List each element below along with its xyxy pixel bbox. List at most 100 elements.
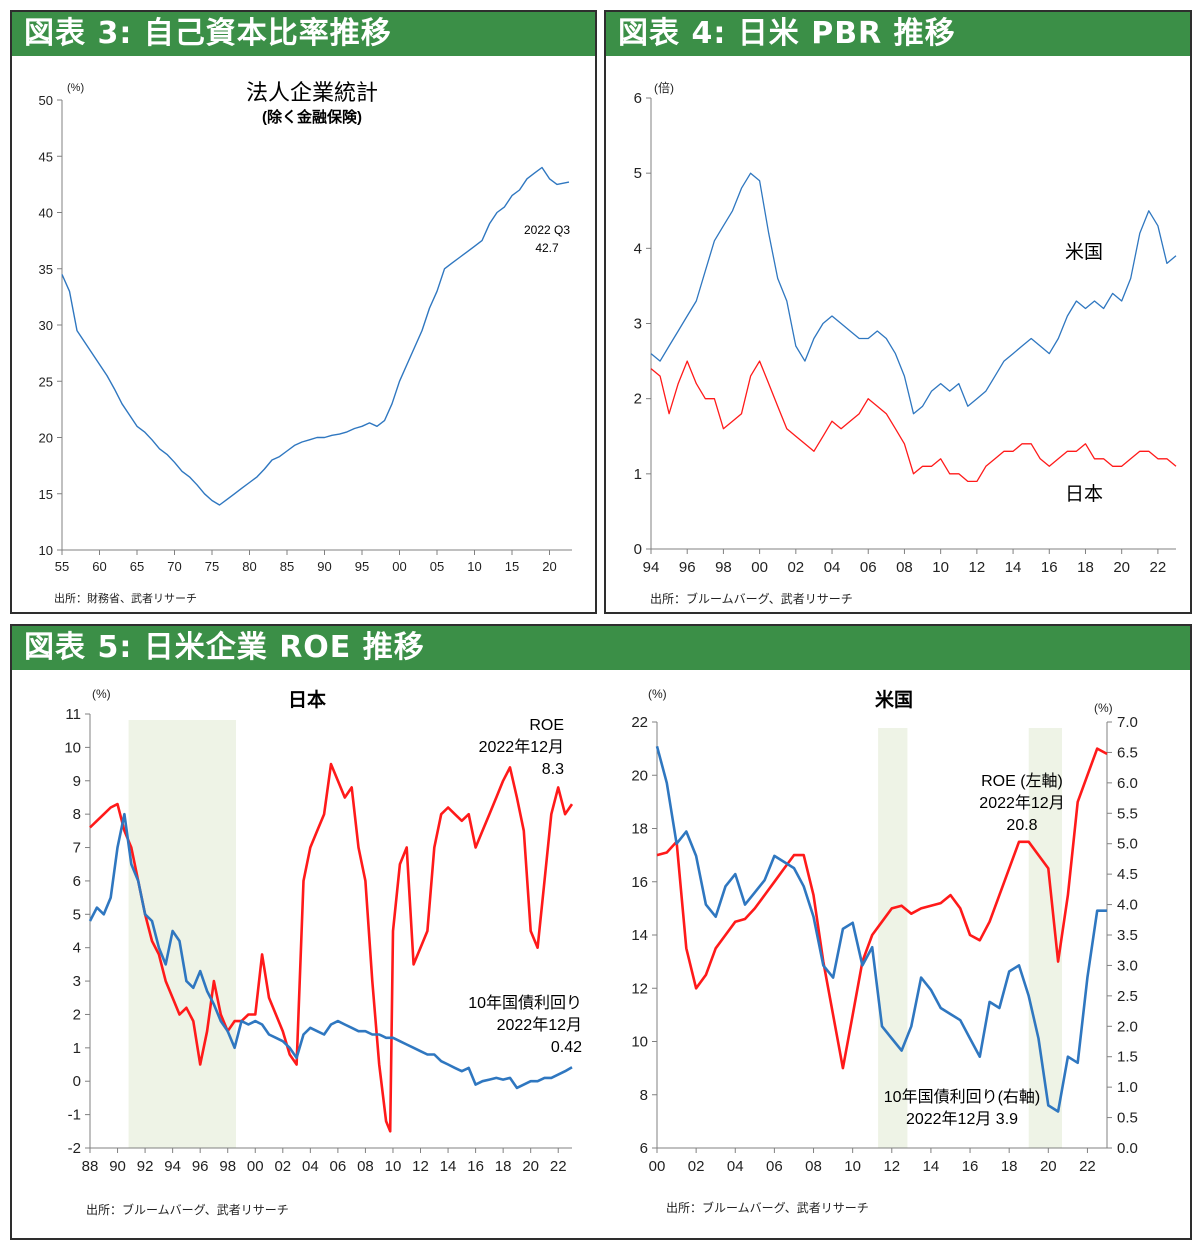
y-tick-label: 30 [39, 318, 53, 333]
series-line [88, 812, 573, 1090]
x-tick-label: 92 [137, 1158, 154, 1175]
y-tick-label: 2 [634, 391, 642, 408]
x-tick-label: 70 [167, 559, 181, 574]
y-tick-label: 40 [39, 206, 53, 221]
x-tick-label: 02 [688, 1158, 705, 1175]
series-line [89, 762, 574, 1133]
yield-annotation: 2022年12月 3.9 [906, 1110, 1018, 1128]
x-tick-label: 16 [962, 1158, 979, 1175]
y-unit-label: (%) [92, 687, 111, 701]
x-tick-label: 00 [751, 559, 768, 576]
x-tick-label: 12 [969, 559, 986, 576]
y-tick-label: 10 [631, 1034, 648, 1051]
x-tick-label: 16 [1041, 559, 1058, 576]
x-tick-label: 65 [130, 559, 144, 574]
chart-title: 法人企業統計 [246, 80, 378, 105]
y-tick-label: 0 [73, 1073, 81, 1090]
series-label-us: 米国 [1065, 241, 1103, 263]
y-right-tick-label: 1.0 [1117, 1079, 1138, 1096]
y-right-tick-label: 2.5 [1117, 988, 1138, 1005]
y-tick-label: -1 [68, 1107, 81, 1124]
y-right-tick-label: 6.0 [1117, 775, 1138, 792]
x-tick-label: 94 [164, 1158, 181, 1175]
x-tick-label: 96 [679, 559, 696, 576]
y-tick-label: 12 [631, 980, 648, 997]
y-tick-label: 22 [631, 714, 648, 731]
x-tick-label: 90 [109, 1158, 126, 1175]
roe-annotation: 2022年12月 [979, 794, 1064, 812]
x-tick-label: 02 [787, 559, 804, 576]
x-tick-label: 14 [1005, 559, 1022, 576]
x-tick-label: 12 [883, 1158, 900, 1175]
x-tick-label: 55 [55, 559, 69, 574]
x-tick-label: 98 [715, 559, 732, 576]
x-tick-label: 18 [1001, 1158, 1018, 1175]
chart-capital-ratio: 10 15 20 25 30 35 40 45 50 55 60 65 70 75 80 85 90 95 00 05… [39, 80, 572, 605]
series-line [61, 166, 570, 506]
y-tick-label: 15 [39, 487, 53, 502]
panel-title: 図表 4: 日米 PBR 推移 [606, 12, 1190, 56]
x-tick-label: 16 [467, 1158, 484, 1175]
y-tick-label: 8 [73, 806, 81, 823]
x-tick-label: 00 [247, 1158, 264, 1175]
x-tick-label: 80 [242, 559, 256, 574]
y-tick-label: 0 [634, 541, 642, 558]
x-tick-label: 02 [274, 1158, 291, 1175]
y-tick-label: 4 [73, 940, 81, 957]
panel-capital-ratio: 図表 3: 自己資本比率推移 10 15 20 25 30 35 40 45 50 55 60 65 7… [10, 10, 597, 614]
y-right-tick-label: 0.0 [1117, 1140, 1138, 1157]
y-right-tick-label: 5.0 [1117, 836, 1138, 853]
y-right-tick-label: 0.5 [1117, 1110, 1138, 1127]
x-tick-label: 05 [430, 559, 444, 574]
roe-annotation: 20.8 [1006, 817, 1037, 834]
x-tick-label: 20 [1113, 559, 1130, 576]
recession-shade [878, 728, 908, 1148]
yield-annotation: 0.42 [551, 1039, 582, 1056]
x-tick-label: 10 [385, 1158, 402, 1175]
y-tick-label: 1 [634, 466, 642, 483]
y-right-tick-label: 4.0 [1117, 897, 1138, 914]
x-tick-label: 85 [280, 559, 294, 574]
x-tick-label: 94 [643, 559, 660, 576]
y-tick-label: 7 [73, 840, 81, 857]
y-right-tick-label: 4.5 [1117, 866, 1138, 883]
y-tick-label: 3 [73, 973, 81, 990]
roe-annotation: 2022年12月 [479, 738, 564, 756]
y-unit-label: (%) [648, 687, 667, 701]
y-unit-label: (%) [67, 82, 84, 94]
x-tick-label: 14 [440, 1158, 457, 1175]
x-tick-label: 14 [923, 1158, 940, 1175]
x-tick-label: 15 [505, 559, 519, 574]
roe-annotation: 8.3 [542, 761, 564, 778]
yield-annotation: 10年国債利回り [468, 994, 582, 1012]
y-tick-label: 6 [73, 873, 81, 890]
x-tick-label: 04 [824, 559, 841, 576]
x-tick-label: 95 [355, 559, 369, 574]
y-tick-label: 35 [39, 262, 53, 277]
y-tick-label: 6 [640, 1140, 648, 1157]
x-tick-label: 04 [727, 1158, 744, 1175]
y-tick-label: 8 [640, 1087, 648, 1104]
y-tick-label: 50 [39, 93, 53, 108]
y-tick-label: 4 [634, 240, 642, 257]
y-tick-label: 20 [631, 767, 648, 784]
series-line [650, 360, 1177, 483]
x-tick-label: 98 [219, 1158, 236, 1175]
x-tick-label: 10 [467, 559, 481, 574]
y-tick-label: 45 [39, 149, 53, 164]
y-right-tick-label: 2.0 [1117, 1018, 1138, 1035]
y-tick-label: 11 [65, 706, 81, 723]
x-tick-label: 08 [896, 559, 913, 576]
y-right-tick-label: 3.0 [1117, 957, 1138, 974]
y-tick-label: 1 [73, 1040, 81, 1057]
roe-annotation: ROE (左軸) [981, 772, 1063, 790]
x-tick-label: 18 [1077, 559, 1094, 576]
series-label-japan: 日本 [1065, 483, 1103, 505]
x-tick-label: 00 [649, 1158, 666, 1175]
x-tick-label: 60 [92, 559, 106, 574]
x-tick-label: 20 [542, 559, 556, 574]
x-tick-label: 00 [392, 559, 406, 574]
yield-annotation: 2022年12月 [497, 1016, 582, 1034]
